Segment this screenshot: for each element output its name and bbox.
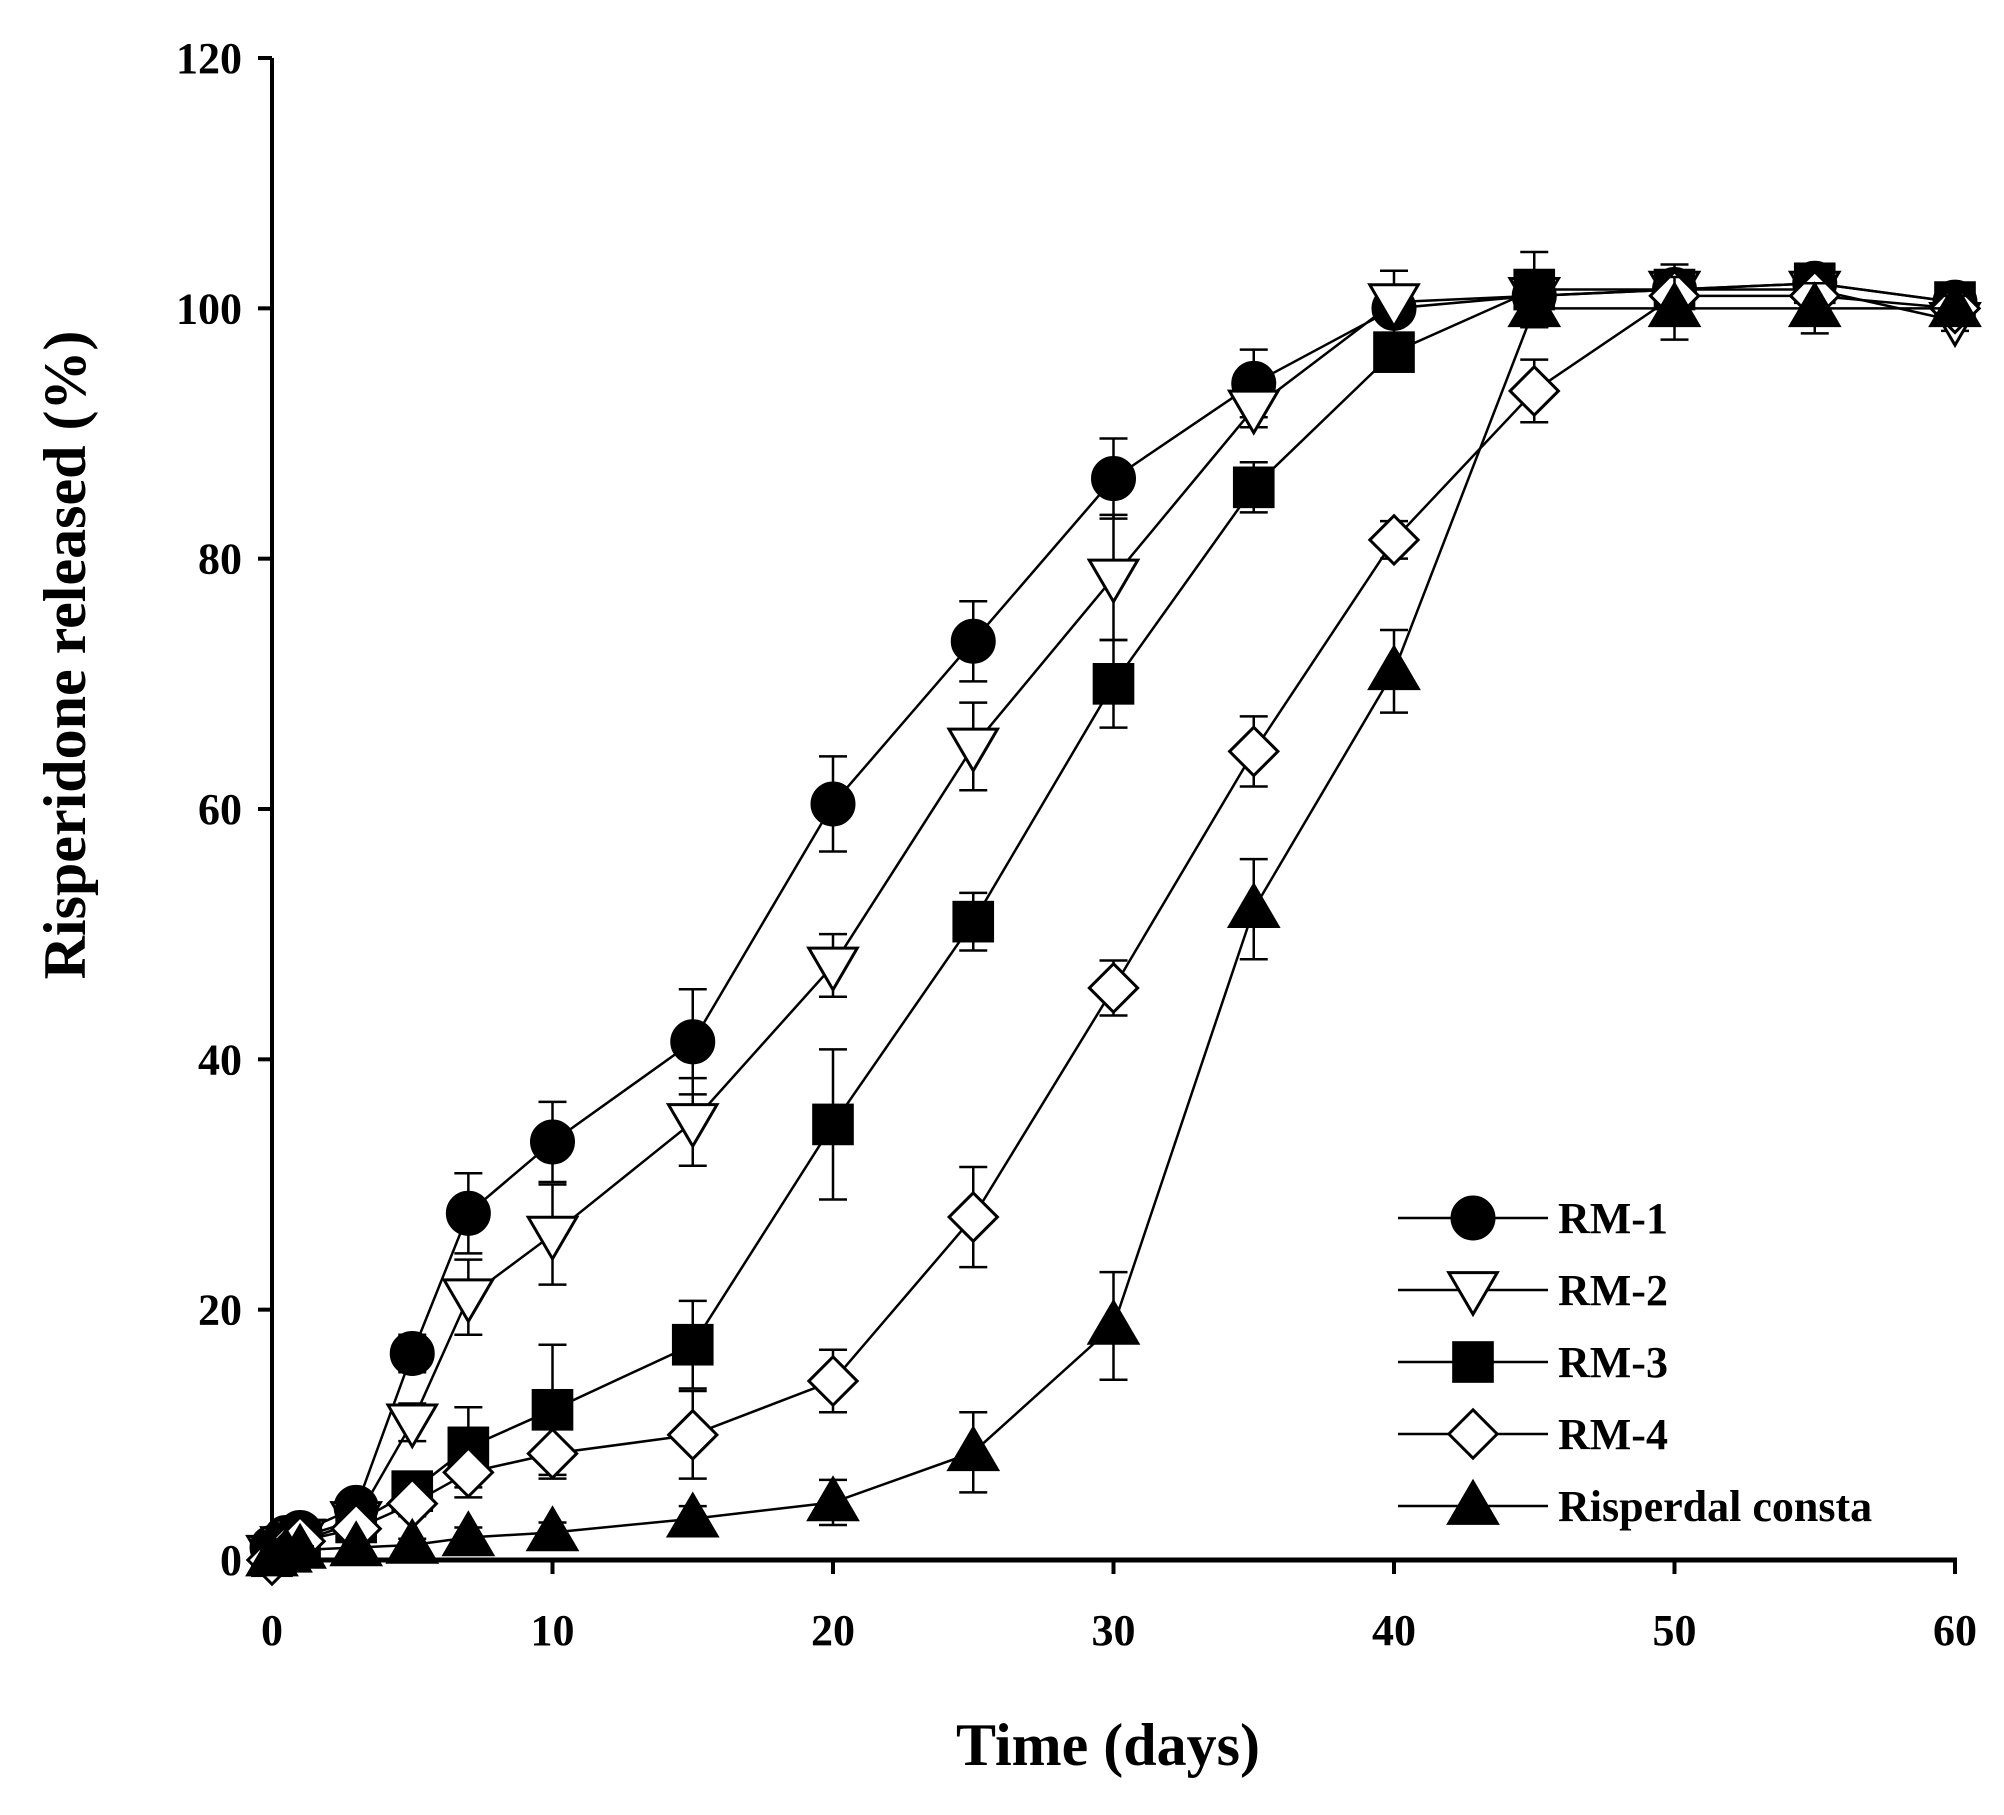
data-point [665,1491,720,1538]
data-point [385,1403,440,1450]
data-point [385,1517,440,1564]
x-axis-title: Time (days) [956,1712,1260,1778]
y-axis-title: Risperidone released (%) [32,331,98,980]
data-point [950,618,996,664]
data-point [1091,456,1136,502]
data-point [671,1323,714,1366]
data-point [531,1388,574,1431]
data-point [1647,281,1702,328]
data-point [946,1190,1000,1244]
x-tick-label: 30 [1092,1606,1136,1655]
data-point [812,1103,854,1146]
y-tick-label: 20 [198,1286,242,1335]
x-tick-label: 0 [261,1606,283,1655]
y-tick-label: 100 [176,284,242,333]
legend-item-rm-3: RM-3 [1398,1338,1668,1387]
legend-item-rm-1: RM-1 [1398,1194,1668,1243]
data-point [441,1510,496,1557]
y-tick-label: 0 [220,1536,242,1585]
data-point [273,1522,327,1569]
data-point [670,1019,716,1065]
data-point [810,781,856,827]
data-point [441,1278,496,1325]
legend-marker [1450,1195,1496,1241]
data-point [526,1427,579,1480]
data-point [1226,389,1281,436]
data-point [525,1505,580,1552]
x-tick-label: 40 [1372,1606,1416,1655]
x-tick-label: 20 [811,1606,855,1655]
legend-marker [1446,1407,1500,1461]
axes: 0 20 40 60 80 100 120 0 10 20 30 40 50 60 [176,34,1977,1655]
data-point [1928,281,1982,328]
data-point [1367,283,1421,330]
data-point [806,1354,860,1408]
legend-label: Risperdal consta [1558,1482,1872,1531]
legend-marker [1446,1478,1500,1525]
data-point [1507,364,1561,418]
legend-label: RM-4 [1558,1410,1668,1459]
data-point [530,1119,575,1165]
y-tick-label: 60 [198,785,242,834]
x-tick-label: 10 [531,1606,575,1655]
data-point [946,1425,1001,1472]
data-point [1232,466,1275,509]
legend-item-rm-4: RM-4 [1398,1407,1668,1461]
data-point [445,1190,491,1236]
data-point [666,1408,720,1462]
legend-label: RM-2 [1558,1266,1668,1315]
data-point [389,1330,435,1376]
data-point [952,900,995,943]
data-point [665,1103,720,1150]
legend-marker [1452,1341,1494,1383]
data-point [329,1520,384,1567]
data-point [1092,663,1135,705]
legend: RM-1 RM-2 RM-3 RM-4 Risperdal consta [1398,1194,1872,1531]
data-point [1367,513,1421,567]
data-point [806,1475,860,1522]
y-tick-label: 120 [176,34,242,83]
series-risperdal-consta [245,275,1982,1577]
x-tick-label: 50 [1653,1606,1697,1655]
y-tick-label: 80 [198,535,242,584]
data-point [1087,961,1140,1015]
data-point [806,946,860,993]
legend-label: RM-1 [1558,1194,1668,1243]
legend-marker [1446,1271,1500,1318]
legend-item-rm-2: RM-2 [1398,1266,1668,1318]
data-point [525,1215,580,1262]
data-point [1086,558,1141,605]
y-tick-label: 40 [198,1035,242,1084]
data-point [1086,1298,1141,1345]
data-point [1367,644,1421,691]
data-point [1226,881,1281,928]
x-tick-label: 60 [1933,1606,1977,1655]
data-point [442,1446,495,1499]
legend-item-risperdal-consta: Risperdal consta [1398,1478,1872,1531]
series-layer [245,250,1982,1587]
data-point [1787,281,1842,328]
data-point [946,727,1001,774]
data-point [1373,331,1415,373]
data-point [1507,281,1562,328]
legend-label: RM-3 [1558,1338,1668,1387]
data-point [1227,725,1281,778]
